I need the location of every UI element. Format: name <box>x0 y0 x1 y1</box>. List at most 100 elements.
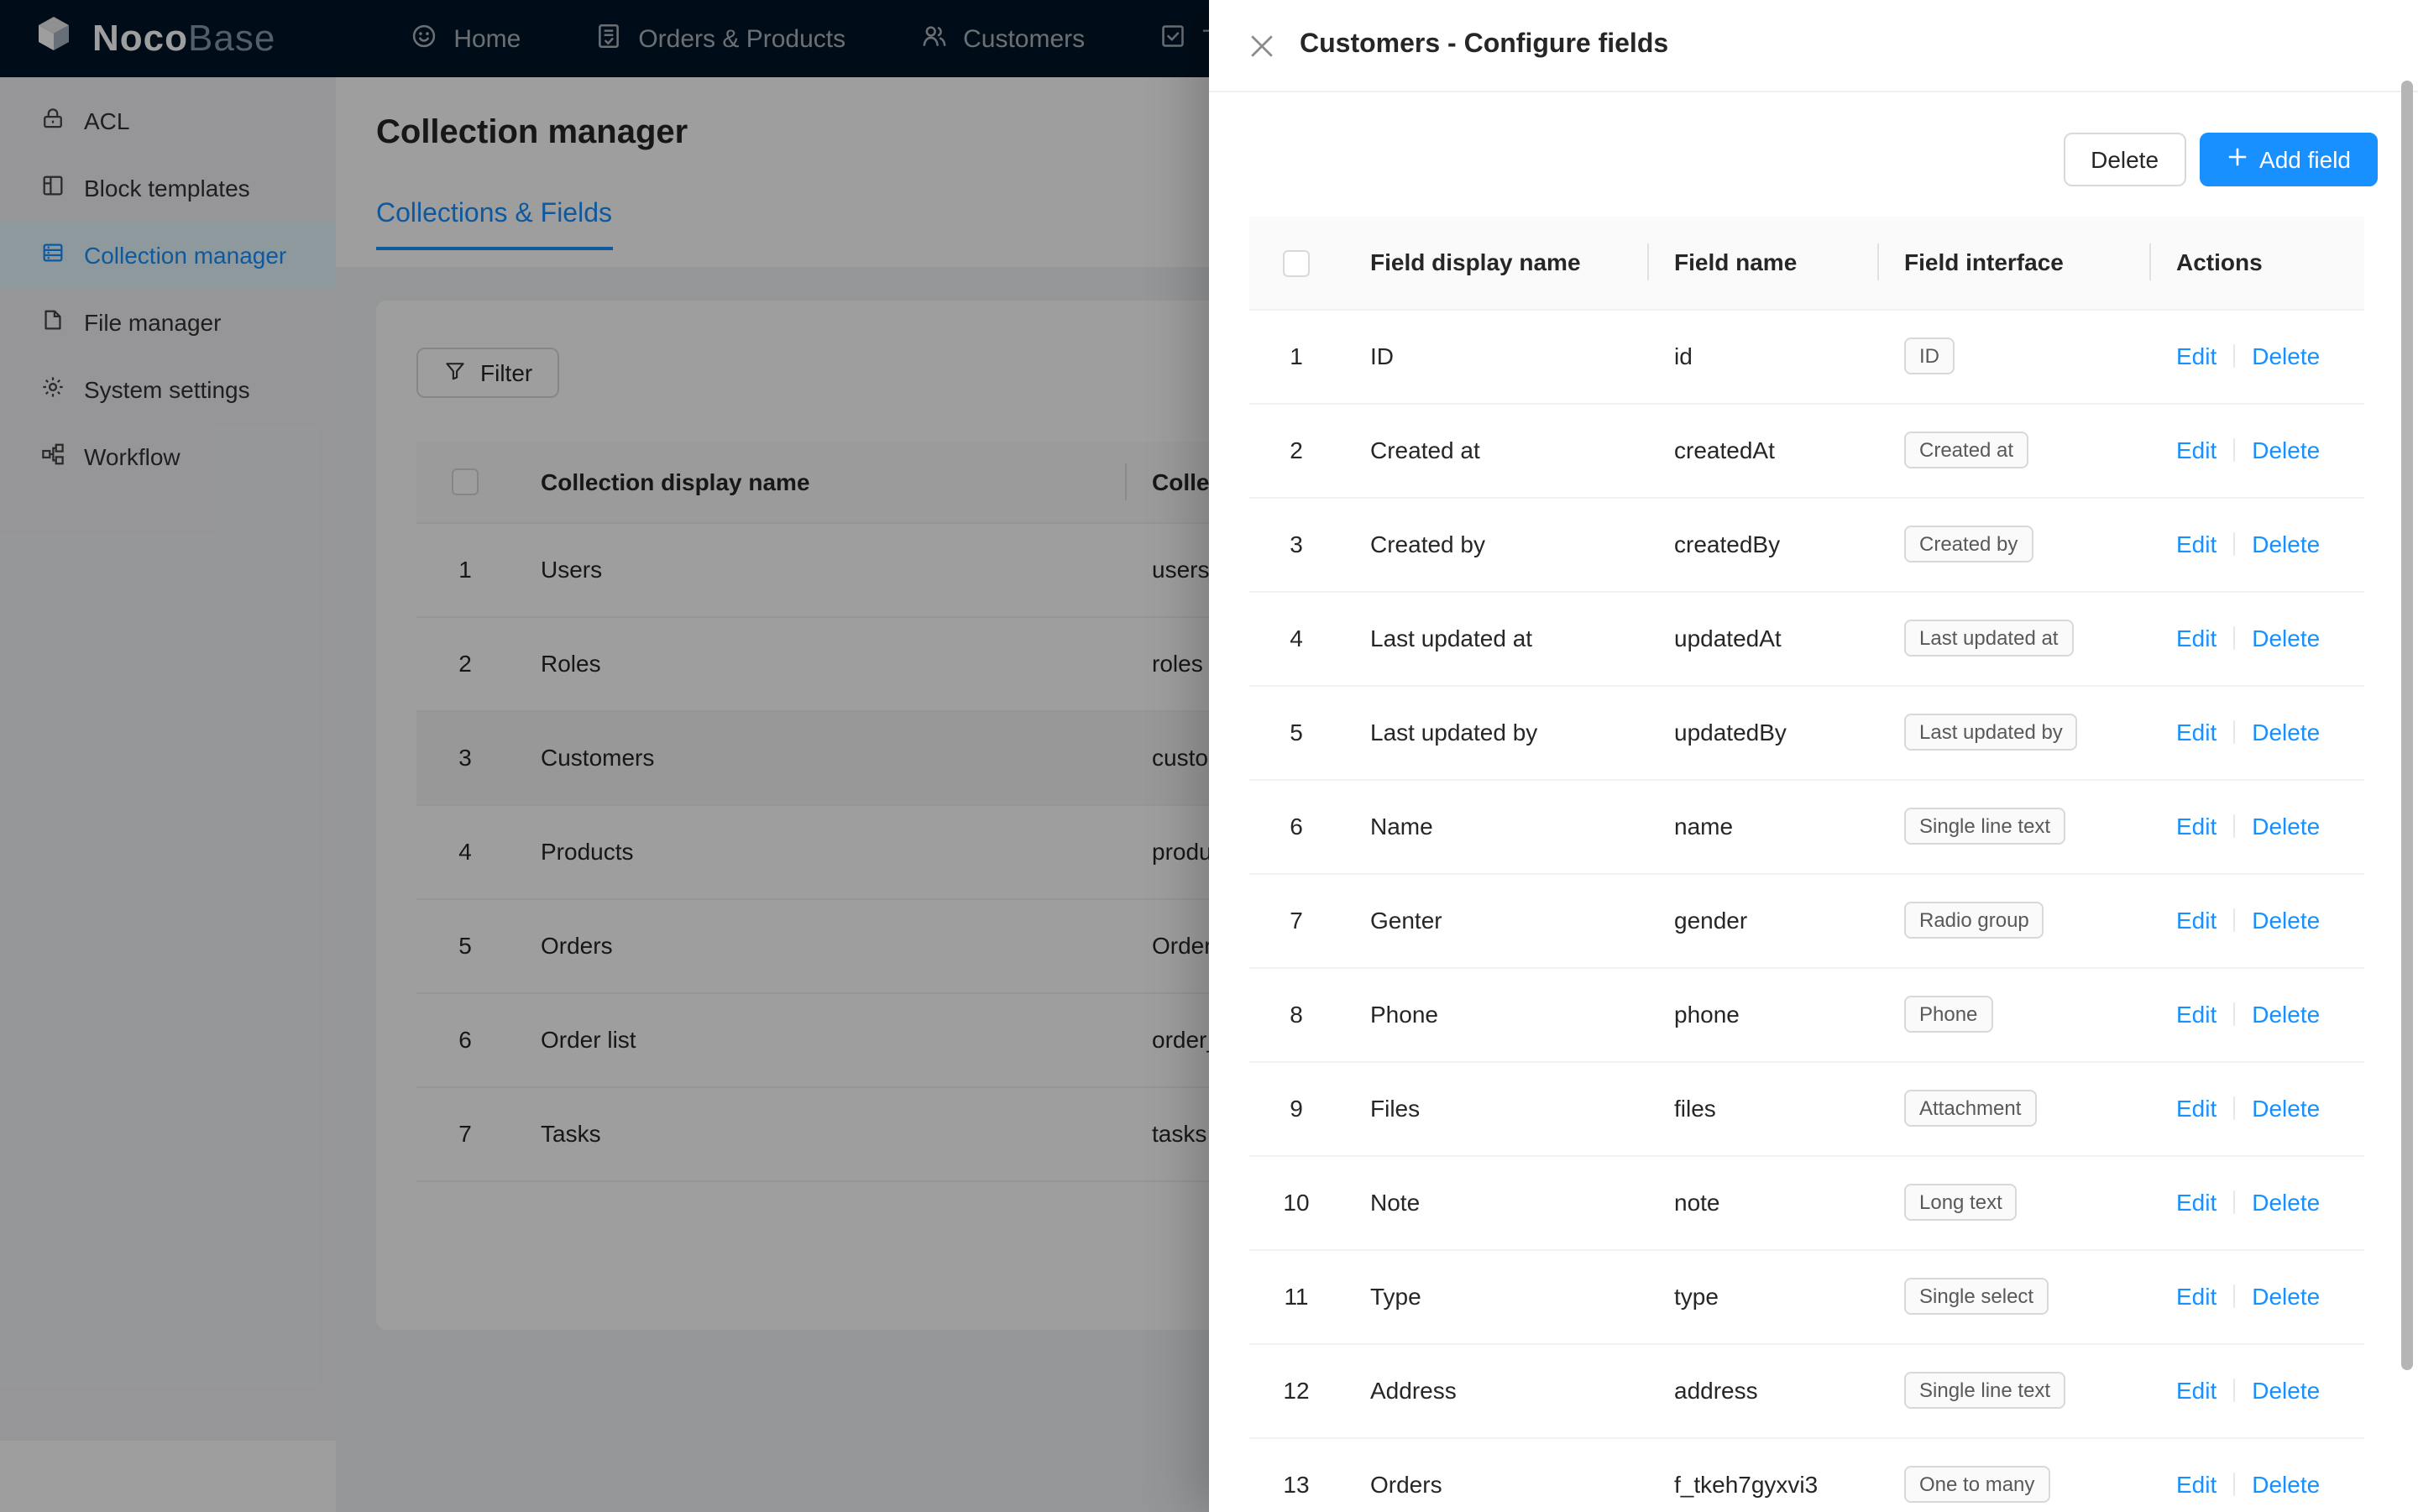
col-field-display-name: Field display name <box>1343 217 1647 310</box>
edit-link[interactable]: Edit <box>2176 1189 2217 1216</box>
row-index: 4 <box>416 804 514 899</box>
nav-item-label: Home <box>453 24 521 53</box>
row-index: 2 <box>416 616 514 711</box>
delete-link[interactable]: Delete <box>2252 531 2321 557</box>
col-field-interface: Field interface <box>1877 217 2149 310</box>
tabs: Collections & Fields <box>376 200 2378 250</box>
row-index: 9 <box>1249 1061 1343 1156</box>
edit-link[interactable]: Edit <box>2176 531 2217 557</box>
edit-link[interactable]: Edit <box>2176 1377 2217 1404</box>
field-row: 3 Created by createdBy Created by Edit De… <box>1249 497 2364 592</box>
action-divider <box>2233 1379 2236 1402</box>
field-interface-tag: ID <box>1904 337 1955 374</box>
row-index: 8 <box>1249 967 1343 1062</box>
delete-link[interactable]: Delete <box>2252 1189 2321 1216</box>
row-index: 10 <box>1249 1155 1343 1250</box>
delete-link[interactable]: Delete <box>2252 719 2321 746</box>
edit-link[interactable]: Edit <box>2176 907 2217 934</box>
configure-fields-drawer: Customers - Configure fields Delete Add … <box>1209 0 2418 1512</box>
edit-link[interactable]: Edit <box>2176 437 2217 463</box>
action-divider <box>2233 438 2236 462</box>
action-divider <box>2233 1002 2236 1026</box>
field-display-name: Last updated at <box>1343 591 1647 686</box>
filter-button[interactable]: Filter <box>416 348 560 398</box>
filter-label: Filter <box>480 359 533 386</box>
close-icon[interactable] <box>1249 33 1274 58</box>
delete-link[interactable]: Delete <box>2252 1471 2321 1498</box>
delete-link[interactable]: Delete <box>2252 625 2321 651</box>
delete-link[interactable]: Delete <box>2252 1095 2321 1122</box>
edit-link[interactable]: Edit <box>2176 719 2217 746</box>
fields-table: Field display name Field name Field inte… <box>1249 217 2364 1512</box>
sidebar-item-block-templates[interactable]: Block templates <box>0 154 336 222</box>
sidebar: ACL Block templates Collection manager <box>0 77 336 1441</box>
field-interface-tag: Single line text <box>1904 1372 2066 1409</box>
field-row: 5 Last updated by updatedBy Last updated… <box>1249 685 2364 780</box>
field-row: 7 Genter gender Radio group Edit Delete <box>1249 873 2364 968</box>
field-row: 9 Files files Attachment Edit Delete <box>1249 1061 2364 1156</box>
edit-link[interactable]: Edit <box>2176 1471 2217 1498</box>
delete-link[interactable]: Delete <box>2252 437 2321 463</box>
nocobase-logo[interactable]: NocoBase <box>20 15 285 62</box>
field-display-name: Created by <box>1343 497 1647 592</box>
delete-link[interactable]: Delete <box>2252 1001 2321 1028</box>
nav-item-orders-products[interactable]: Orders & Products <box>557 0 882 77</box>
action-divider <box>2233 1473 2236 1496</box>
edit-link[interactable]: Edit <box>2176 1283 2217 1310</box>
sidebar-item-label: Workflow <box>84 443 181 470</box>
collection-display-name: Orders <box>514 898 1125 993</box>
nav-item-customers[interactable]: Customers <box>882 0 1122 77</box>
delete-link[interactable]: Delete <box>2252 907 2321 934</box>
field-row: 1 ID id ID Edit Delete <box>1249 309 2364 404</box>
field-row: 11 Type type Single select Edit Delete <box>1249 1249 2364 1344</box>
select-all-fields-checkbox[interactable] <box>1283 249 1310 277</box>
field-display-name: Address <box>1343 1343 1647 1438</box>
row-index: 6 <box>1249 779 1343 874</box>
nav-item-home[interactable]: Home <box>373 0 557 77</box>
sidebar-item-acl[interactable]: ACL <box>0 87 336 154</box>
delete-link[interactable]: Delete <box>2252 343 2321 369</box>
row-index: 3 <box>416 710 514 805</box>
field-display-name: Phone <box>1343 967 1647 1062</box>
field-interface-tag: One to many <box>1904 1466 2050 1503</box>
smile-icon <box>410 21 438 56</box>
field-name: id <box>1647 309 1877 404</box>
edit-link[interactable]: Edit <box>2176 813 2217 840</box>
field-display-name: ID <box>1343 309 1647 404</box>
col-actions: Actions <box>2149 217 2364 310</box>
field-row: 8 Phone phone Phone Edit Delete <box>1249 967 2364 1062</box>
delete-link[interactable]: Delete <box>2252 1377 2321 1404</box>
sidebar-item-workflow[interactable]: Workflow <box>0 423 336 490</box>
drawer-title: Customers - Configure fields <box>1300 30 1669 59</box>
sidebar-item-collection-manager[interactable]: Collection manager <box>0 222 336 289</box>
sidebar-item-file-manager[interactable]: File manager <box>0 289 336 356</box>
field-interface-tag: Single select <box>1904 1278 2049 1315</box>
page-title: Collection manager <box>376 114 688 151</box>
file-icon <box>40 307 65 337</box>
delete-link[interactable]: Delete <box>2252 813 2321 840</box>
tab-collections-fields[interactable]: Collections & Fields <box>376 200 612 250</box>
edit-link[interactable]: Edit <box>2176 343 2217 369</box>
drawer-scrollbar-thumb[interactable] <box>2401 81 2413 1370</box>
filter-icon <box>443 358 467 387</box>
edit-link[interactable]: Edit <box>2176 625 2217 651</box>
action-divider <box>2233 626 2236 650</box>
collection-display-name: Order list <box>514 992 1125 1087</box>
field-interface-tag: Attachment <box>1904 1090 2037 1127</box>
delete-button[interactable]: Delete <box>2064 133 2186 186</box>
select-all-checkbox[interactable] <box>452 468 479 496</box>
fields-table-header: Field display name Field name Field inte… <box>1249 217 2364 310</box>
add-field-button[interactable]: Add field <box>2199 133 2378 186</box>
field-name: createdBy <box>1647 497 1877 592</box>
action-divider <box>2233 1096 2236 1120</box>
row-index: 5 <box>1249 685 1343 780</box>
sidebar-item-system-settings[interactable]: System settings <box>0 356 336 423</box>
row-index: 7 <box>416 1086 514 1181</box>
field-name: files <box>1647 1061 1877 1156</box>
edit-link[interactable]: Edit <box>2176 1001 2217 1028</box>
field-interface-tag: Last updated at <box>1904 620 2074 657</box>
edit-link[interactable]: Edit <box>2176 1095 2217 1122</box>
delete-link[interactable]: Delete <box>2252 1283 2321 1310</box>
add-field-label: Add field <box>2259 146 2351 173</box>
